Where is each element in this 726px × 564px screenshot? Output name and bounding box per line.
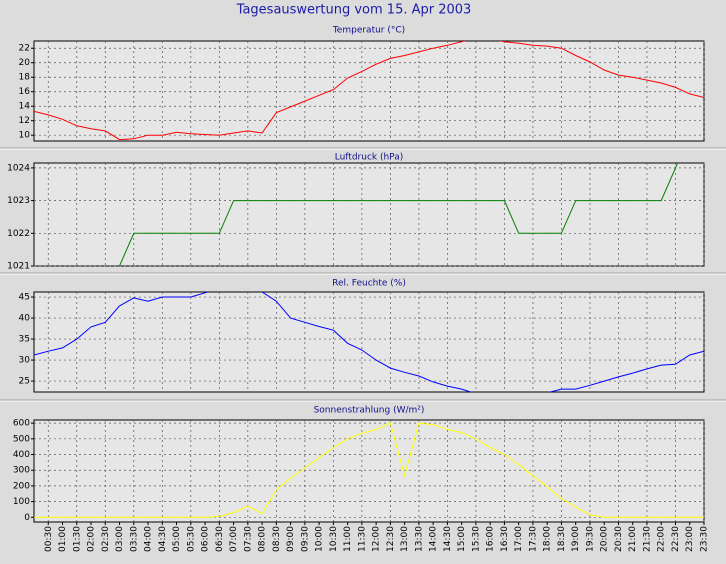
panel-title: Temperatur (°C) (332, 26, 405, 36)
x-tick-label: 04:00 (144, 526, 154, 552)
x-tick-label: 18:00 (543, 526, 553, 552)
y-tick-label: 35 (19, 335, 30, 345)
y-tick-label: 30 (19, 356, 31, 366)
x-tick-label: 00:30 (44, 526, 54, 552)
x-tick-label: 17:00 (514, 526, 524, 552)
x-tick-label: 03:00 (115, 526, 125, 552)
x-tick-label: 12:30 (386, 526, 396, 552)
x-tick-label: 14:00 (429, 526, 439, 552)
x-tick-label: 18:30 (557, 526, 567, 552)
x-tick-label: 08:30 (272, 526, 282, 552)
x-tick-label: 14:30 (443, 526, 453, 552)
x-tick-label: 09:00 (286, 526, 296, 552)
y-tick-label: 40 (19, 314, 31, 324)
x-tick-label: 07:00 (229, 526, 239, 552)
x-tick-label: 13:00 (400, 526, 410, 552)
plot-area (33, 40, 705, 142)
x-tick-label: 01:30 (72, 526, 82, 552)
x-tick-label: 19:30 (586, 526, 596, 552)
y-tick-label: 12 (19, 116, 30, 126)
x-tick-label: 07:30 (243, 526, 253, 552)
x-tick-label: 10:30 (329, 526, 339, 552)
x-tick-label: 08:00 (258, 526, 268, 552)
panel-title: Luftdruck (hPa) (335, 153, 404, 163)
x-tick-label: 21:00 (628, 526, 638, 552)
x-tick-label: 22:30 (671, 526, 681, 552)
x-tick-label: 21:30 (643, 526, 653, 552)
y-tick-label: 16 (19, 87, 31, 97)
x-tick-label: 19:00 (571, 526, 581, 552)
y-tick-label: 20 (19, 58, 31, 68)
data-line (34, 41, 704, 141)
y-tick-label: 14 (19, 102, 31, 112)
y-tick-label: 25 (19, 377, 30, 387)
y-tick-label: 1021 (7, 262, 30, 272)
x-tick-label: 15:30 (471, 526, 481, 552)
panel-title: Rel. Feuchte (%) (332, 279, 406, 289)
x-tick-label: 04:30 (158, 526, 168, 552)
y-tick-label: 0 (24, 513, 30, 523)
y-tick-label: 1022 (7, 229, 30, 239)
x-tick-label: 02:30 (101, 526, 111, 552)
plot-area (33, 419, 705, 523)
x-tick-label: 05:00 (172, 526, 182, 552)
y-tick-label: 10 (19, 131, 31, 141)
x-tick-label: 01:00 (58, 526, 68, 552)
y-tick-label: 400 (13, 450, 30, 460)
x-tick-label: 23:00 (685, 526, 695, 552)
main-title: Tagesauswertung vom 15. Apr 2003 (236, 3, 472, 18)
x-tick-label: 13:30 (414, 526, 424, 552)
data-line (34, 422, 704, 518)
x-tick-label: 17:30 (528, 526, 538, 552)
x-tick-label: 02:00 (87, 526, 97, 552)
x-tick-label: 10:00 (315, 526, 325, 552)
y-tick-label: 1024 (7, 163, 30, 173)
x-tick-label: 20:30 (614, 526, 624, 552)
y-tick-label: 18 (19, 73, 31, 83)
y-tick-label: 1023 (7, 196, 30, 206)
y-tick-label: 100 (13, 497, 30, 507)
y-tick-label: 600 (13, 419, 30, 429)
x-tick-label: 16:00 (486, 526, 496, 552)
x-tick-label: 06:00 (201, 526, 211, 552)
plot-area (33, 162, 705, 267)
y-tick-label: 45 (19, 293, 30, 303)
x-tick-label: 20:00 (600, 526, 610, 552)
panel-title: Sonnenstrahlung (W/m²) (314, 406, 425, 416)
x-tick-label: 22:00 (657, 526, 667, 552)
x-tick-label: 11:00 (343, 526, 353, 552)
x-tick-label: 23:30 (700, 526, 710, 552)
y-tick-label: 22 (19, 44, 30, 54)
x-tick-label: 11:30 (357, 526, 367, 552)
y-tick-label: 300 (13, 466, 30, 476)
y-tick-label: 500 (13, 434, 30, 444)
x-tick-label: 05:30 (186, 526, 196, 552)
plot-area (33, 291, 705, 393)
x-tick-label: 03:30 (129, 526, 139, 552)
x-tick-label: 15:00 (457, 526, 467, 552)
data-line (34, 292, 704, 392)
data-line (118, 163, 679, 266)
x-tick-label: 06:30 (215, 526, 225, 552)
x-tick-label: 16:30 (500, 526, 510, 552)
x-tick-label: 09:30 (300, 526, 310, 552)
x-tick-label: 12:00 (372, 526, 382, 552)
y-tick-label: 200 (13, 481, 30, 491)
